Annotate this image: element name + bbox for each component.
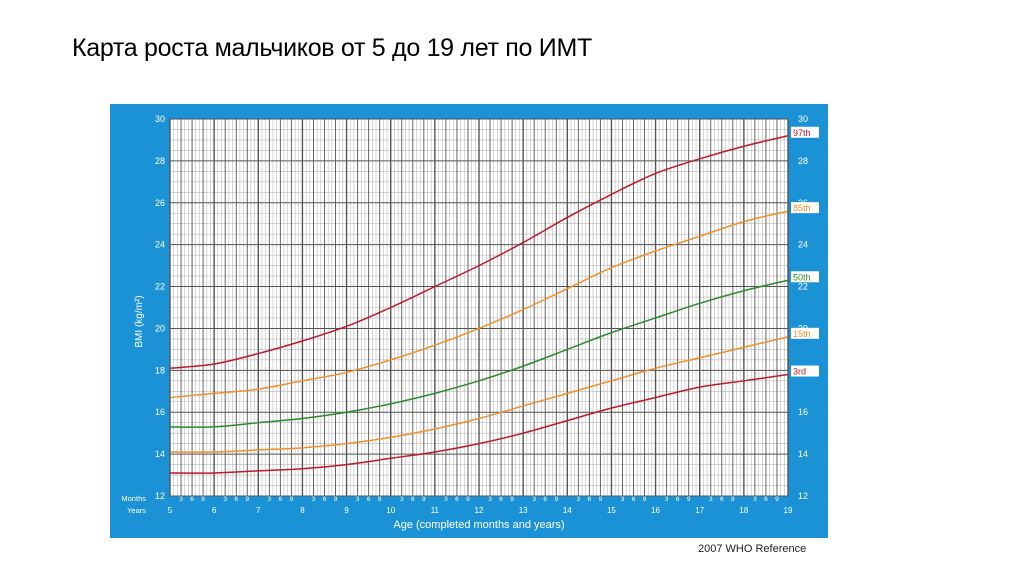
y-tick-label-left: 20 <box>155 323 165 333</box>
series-label-bg-3rd <box>791 365 819 377</box>
month-tick-label: 3 <box>444 496 448 503</box>
month-tick-label: 3 <box>753 496 757 503</box>
y-tick-label-left: 18 <box>155 365 165 375</box>
year-tick-label: 18 <box>739 506 748 515</box>
y-tick-label-right: 14 <box>798 449 808 459</box>
y-tick-label-left: 22 <box>155 282 165 292</box>
year-tick-label: 5 <box>168 506 173 515</box>
year-tick-label: 6 <box>212 506 217 515</box>
month-tick-label: 6 <box>543 496 547 503</box>
month-tick-label: 6 <box>720 496 724 503</box>
y-tick-label-left: 24 <box>155 240 165 250</box>
month-tick-label: 3 <box>312 496 316 503</box>
bmi-chart: 1212141416161818202022222424262628283030… <box>110 104 828 538</box>
series-label-85th: 85th <box>793 203 811 213</box>
month-tick-label: 3 <box>356 496 360 503</box>
y-tick-label-left: 28 <box>155 156 165 166</box>
month-tick-label: 3 <box>532 496 536 503</box>
month-tick-label: 3 <box>577 496 581 503</box>
series-line-50th <box>169 279 789 428</box>
y-tick-label-left: 14 <box>155 449 165 459</box>
series-label-bg-50th <box>791 271 819 283</box>
month-tick-label: 6 <box>499 496 503 503</box>
year-tick-label: 16 <box>651 506 660 515</box>
years-row-label: Years <box>127 506 146 515</box>
y-tick-label-right: 12 <box>798 491 808 501</box>
plot-outline <box>169 118 789 497</box>
y-tick-label-left: 26 <box>155 198 165 208</box>
month-tick-label: 9 <box>554 496 558 503</box>
month-tick-label: 3 <box>709 496 713 503</box>
year-tick-label: 8 <box>300 506 305 515</box>
series-line-85th <box>169 210 789 399</box>
month-tick-label: 3 <box>621 496 625 503</box>
month-tick-label: 6 <box>588 496 592 503</box>
y-tick-label-left: 30 <box>155 114 165 124</box>
y-tick-label-right: 28 <box>798 156 808 166</box>
series-label-bg-15th <box>791 327 819 339</box>
y-axis-label: BMI (kg/m²) <box>134 295 145 347</box>
y-tick-label-left: 12 <box>155 491 165 501</box>
year-tick-label: 10 <box>386 506 395 515</box>
year-tick-label: 9 <box>344 506 349 515</box>
month-tick-label: 9 <box>378 496 382 503</box>
month-tick-label: 9 <box>334 496 338 503</box>
reference-note: 2007 WHO Reference <box>698 543 807 555</box>
month-tick-label: 6 <box>411 496 415 503</box>
year-tick-label: 13 <box>519 506 528 515</box>
year-tick-label: 19 <box>784 506 793 515</box>
series-label-bg-97th <box>791 126 819 138</box>
y-tick-label-left: 16 <box>155 407 165 417</box>
series-label-bg-85th <box>791 202 819 214</box>
month-tick-label: 6 <box>676 496 680 503</box>
month-tick-label: 6 <box>632 496 636 503</box>
y-tick-label-right: 16 <box>798 407 808 417</box>
series-label-15th: 15th <box>793 329 811 339</box>
month-tick-label: 9 <box>466 496 470 503</box>
month-tick-label: 9 <box>643 496 647 503</box>
year-tick-label: 15 <box>607 506 616 515</box>
year-tick-label: 11 <box>431 506 440 515</box>
series-line-97th <box>169 135 789 369</box>
month-tick-label: 3 <box>179 496 183 503</box>
month-tick-label: 3 <box>400 496 404 503</box>
slide-title: Карта роста мальчиков от 5 до 19 лет по … <box>72 34 592 62</box>
year-tick-label: 14 <box>563 506 572 515</box>
y-tick-label-right: 24 <box>798 240 808 250</box>
plot-area: 1212141416161818202022222424262628283030… <box>121 114 819 531</box>
series-label-97th: 97th <box>793 128 811 138</box>
x-axis-label: Age (completed months and years) <box>393 519 564 531</box>
month-tick-label: 3 <box>268 496 272 503</box>
month-tick-label: 6 <box>367 496 371 503</box>
month-tick-label: 9 <box>201 496 205 503</box>
y-tick-label-right: 22 <box>798 282 808 292</box>
series-label-50th: 50th <box>793 272 811 282</box>
month-tick-label: 9 <box>731 496 735 503</box>
series-line-3rd <box>169 373 789 474</box>
months-row-label: Months <box>121 494 146 503</box>
month-tick-label: 9 <box>245 496 249 503</box>
y-tick-label-right: 30 <box>798 114 808 124</box>
month-tick-label: 9 <box>687 496 691 503</box>
month-tick-label: 6 <box>279 496 283 503</box>
month-tick-label: 3 <box>488 496 492 503</box>
month-tick-label: 6 <box>190 496 194 503</box>
month-tick-label: 6 <box>455 496 459 503</box>
bmi-chart-svg: 1212141416161818202022222424262628283030… <box>110 104 828 538</box>
month-tick-label: 9 <box>510 496 514 503</box>
month-tick-label: 6 <box>764 496 768 503</box>
month-tick-label: 9 <box>422 496 426 503</box>
month-tick-label: 3 <box>223 496 227 503</box>
year-tick-label: 7 <box>256 506 261 515</box>
series-line-15th <box>169 336 789 453</box>
month-tick-label: 6 <box>234 496 238 503</box>
series-label-3rd: 3rd <box>793 367 806 377</box>
month-tick-label: 9 <box>599 496 603 503</box>
month-tick-label: 9 <box>290 496 294 503</box>
year-tick-label: 12 <box>475 506 484 515</box>
month-tick-label: 6 <box>323 496 327 503</box>
month-tick-label: 3 <box>665 496 669 503</box>
year-tick-label: 17 <box>695 506 704 515</box>
month-tick-label: 9 <box>775 496 779 503</box>
